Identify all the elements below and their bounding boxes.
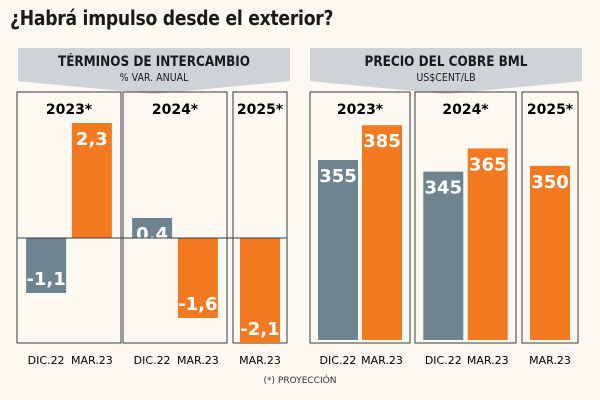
chart-2-year-label: 2023* xyxy=(337,102,384,118)
chart-1-bar xyxy=(132,218,173,238)
chart-2-panel-2 xyxy=(414,91,517,344)
chart-2-bar xyxy=(423,171,464,340)
chart-2-bar xyxy=(530,165,570,340)
chart-1-panel-2 xyxy=(122,91,228,344)
chart-1-bar xyxy=(240,238,280,343)
chart-2-panel-3 xyxy=(521,91,579,344)
chart-1-value-label: -1,6 xyxy=(178,294,217,315)
chart-2-category-label: DIC.22 xyxy=(425,354,462,367)
chart-2-value-label: 345 xyxy=(424,178,462,199)
chart-1-bar xyxy=(71,123,112,238)
chart-2-value-label: 350 xyxy=(531,172,569,193)
chart-2-category-label: MAR.23 xyxy=(467,354,509,367)
chart-1-category-label: MAR.23 xyxy=(71,354,113,367)
chart-2-bar xyxy=(362,125,402,341)
chart-1-year-label: 2024* xyxy=(152,102,199,118)
chart-1-subtitle: % VAR. ANUAL xyxy=(119,71,189,84)
chart-2-year-label: 2024* xyxy=(442,102,489,118)
chart-1-value-label: 2,3 xyxy=(76,129,108,150)
chart-1-category-label: MAR.23 xyxy=(239,354,281,367)
chart-1-bar xyxy=(26,238,67,293)
chart-2-category-label: MAR.23 xyxy=(529,354,571,367)
chart-1-category-label: MAR.23 xyxy=(177,354,219,367)
chart-1-value-label: 0,4 xyxy=(136,224,168,245)
chart-1-value-label: -1,1 xyxy=(26,269,65,290)
chart-2-value-label: 365 xyxy=(469,154,507,175)
chart-2-year-label: 2025* xyxy=(527,102,574,118)
chart-1-value-label: -2,1 xyxy=(240,319,279,340)
chart-2-title: PRECIO DEL COBRE BML xyxy=(364,54,528,70)
chart-1-panel-1 xyxy=(16,91,122,344)
chart-2-value-label: 355 xyxy=(319,166,357,187)
chart-2-subtitle: US$CENT/LB xyxy=(416,71,476,84)
chart-1-category-label: DIC.22 xyxy=(28,354,65,367)
chart-1-year-label: 2023* xyxy=(46,102,93,118)
page-title: ¿Habrá impulso desde el exterior? xyxy=(10,6,334,30)
chart-1-category-label: DIC.22 xyxy=(134,354,171,367)
chart-1-bar xyxy=(177,238,218,318)
chart-2-value-label: 385 xyxy=(363,131,401,152)
chart-1-year-label: 2025* xyxy=(237,102,284,118)
chart-2-bar xyxy=(318,160,358,340)
chart-2-bar xyxy=(467,148,508,340)
footnote: (*) PROYECCIÓN xyxy=(263,376,337,386)
chart-2-category-label: MAR.23 xyxy=(361,354,403,367)
chart-2-category-label: DIC.22 xyxy=(320,354,357,367)
chart-1-title: TÉRMINOS DE INTERCAMBIO xyxy=(57,54,251,70)
chart-2-panel-1 xyxy=(309,91,411,344)
